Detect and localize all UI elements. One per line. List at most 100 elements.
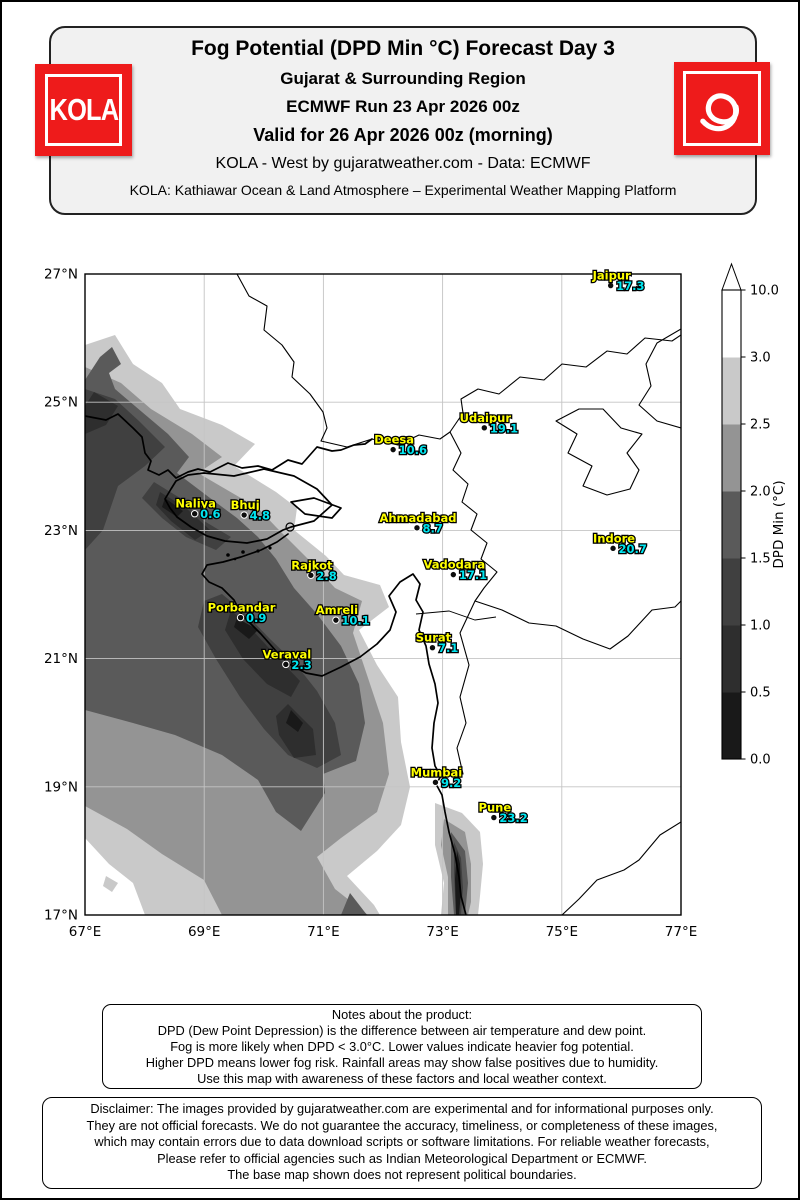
cyclone-logo-frame [683, 71, 761, 146]
notes-line: Notes about the product: [331, 1007, 473, 1022]
notes-line: DPD (Dew Point Depression) is the differ… [157, 1023, 647, 1038]
station-name-label: Ahmadabad [379, 511, 456, 525]
colorbar-segment [722, 424, 741, 492]
y-axis-tick-label: 25°N [44, 395, 78, 411]
colorbar-segment [722, 558, 741, 626]
border-mp-rajasthan-loop [555, 408, 643, 496]
fog-contour-1p5-blob [341, 893, 367, 915]
basemap-lines [85, 274, 681, 915]
station-name-label: Pune [479, 801, 512, 815]
border-southeast [561, 821, 681, 915]
notes-line: Higher DPD means lower fog risk. Rainfal… [145, 1055, 659, 1070]
station-name-label: Surat [416, 631, 452, 645]
station-name-label: Mumbai [411, 765, 463, 779]
border-northeast-corner [638, 328, 681, 429]
station-value-label: 2.8 [316, 569, 336, 583]
colorbar-tick-label: 10.0 [750, 284, 779, 299]
notes-box: Notes about the product: DPD (Dew Point D… [102, 1004, 702, 1089]
station-value-label: 17.1 [459, 568, 487, 582]
border-india-pakistan [236, 274, 328, 442]
colorbar-segment [722, 692, 741, 760]
cyclone-logo [674, 62, 770, 155]
little-rann-outline [290, 497, 342, 519]
kola-logo-frame: KOLA [45, 74, 122, 146]
station-marker [389, 445, 397, 454]
station-name-label: Bhuj [231, 498, 260, 512]
fog-contour-layer [85, 335, 483, 915]
station-value-label: 7.1 [438, 641, 458, 655]
fog-contour-0p0-porbandar [234, 618, 258, 639]
station-value-label: 9.2 [441, 776, 461, 790]
station-marker [490, 813, 498, 822]
station-marker [413, 524, 421, 532]
header-valid: Valid for 26 Apr 2026 00z (morning) [253, 125, 553, 145]
colorbar-tick-label: 0.5 [750, 686, 771, 701]
station-value-label: 10.6 [399, 443, 427, 457]
axis-labels: 67°E 69°E 71°E 73°E 75°E 77°E 27°N 25°N 23°N 21°N… [44, 267, 697, 941]
station-marker [307, 571, 315, 579]
station-value-label: 2.3 [291, 658, 311, 672]
colorbar-extend-arrow [721, 262, 742, 291]
station-marker [332, 616, 340, 624]
notes-line: Use this map with awareness of these fac… [197, 1071, 607, 1086]
y-axis-tick-label: 23°N [44, 523, 78, 539]
station-marker [609, 544, 617, 553]
x-axis-tick-label: 71°E [307, 924, 339, 940]
colorbar-segment [722, 357, 741, 425]
border-rajasthan-ne [449, 334, 681, 433]
header-run: ECMWF Run 23 Apr 2026 00z [286, 97, 520, 116]
station-name-label: Deesa [374, 433, 414, 447]
station-name-label: Udaipur [460, 411, 512, 425]
colorbar-tick-label: 0.0 [750, 753, 771, 768]
header-tagline: KOLA: Kathiawar Ocean & Land Atmosphere … [129, 182, 677, 198]
colorbar-tick-label: 3.0 [750, 351, 771, 366]
colorbar-tick-label: 2.5 [750, 418, 771, 433]
station-marker [431, 778, 440, 787]
gulf-islands [226, 546, 272, 561]
station-value-label: 19.1 [490, 421, 518, 435]
station-marker [449, 570, 458, 579]
border-mp-maharashtra [474, 600, 681, 650]
colorbar-segment [722, 625, 741, 693]
coastline-kutch [164, 468, 333, 544]
y-axis-tick-label: 17°N [44, 908, 78, 924]
station-marker [606, 281, 615, 290]
colorbar: 0.0 0.5 1.0 1.5 2.0 2.5 3.0 10.0 DPD Min (°C) [721, 262, 787, 768]
x-axis-tick-label: 75°E [546, 924, 578, 940]
colorbar-outline [721, 289, 742, 760]
station-name-label: Jaipur [592, 269, 631, 283]
station-marker [282, 660, 290, 669]
kola-logo-text: KOLA [49, 92, 119, 127]
narmada-river [415, 610, 497, 621]
page-title: Fog Potential (DPD Min °C) Forecast Day … [191, 37, 615, 60]
y-axis-tick-label: 19°N [44, 779, 78, 795]
fog-contour-1p0-nw [85, 389, 165, 550]
colorbar-tick-label: 1.0 [750, 619, 771, 634]
header-region: Gujarat & Surrounding Region [280, 69, 526, 88]
station-marker [190, 510, 199, 518]
station-name-label: Vadodara [424, 558, 486, 572]
disclaimer-line: which may contain errors due to data dow… [94, 1134, 710, 1149]
cyclone-spiral-icon [700, 92, 739, 131]
station-value-label: 4.8 [250, 509, 270, 523]
station-name-label: Amreli [316, 603, 358, 617]
x-axis-tick-label: 67°E [69, 924, 101, 940]
colorbar-segment [722, 290, 741, 358]
x-axis-tick-label: 77°E [665, 924, 697, 940]
colorbar-tick-label: 2.0 [750, 485, 771, 500]
map-frame [84, 273, 682, 916]
disclaimer-line: Please refer to official agencies such a… [157, 1150, 647, 1166]
